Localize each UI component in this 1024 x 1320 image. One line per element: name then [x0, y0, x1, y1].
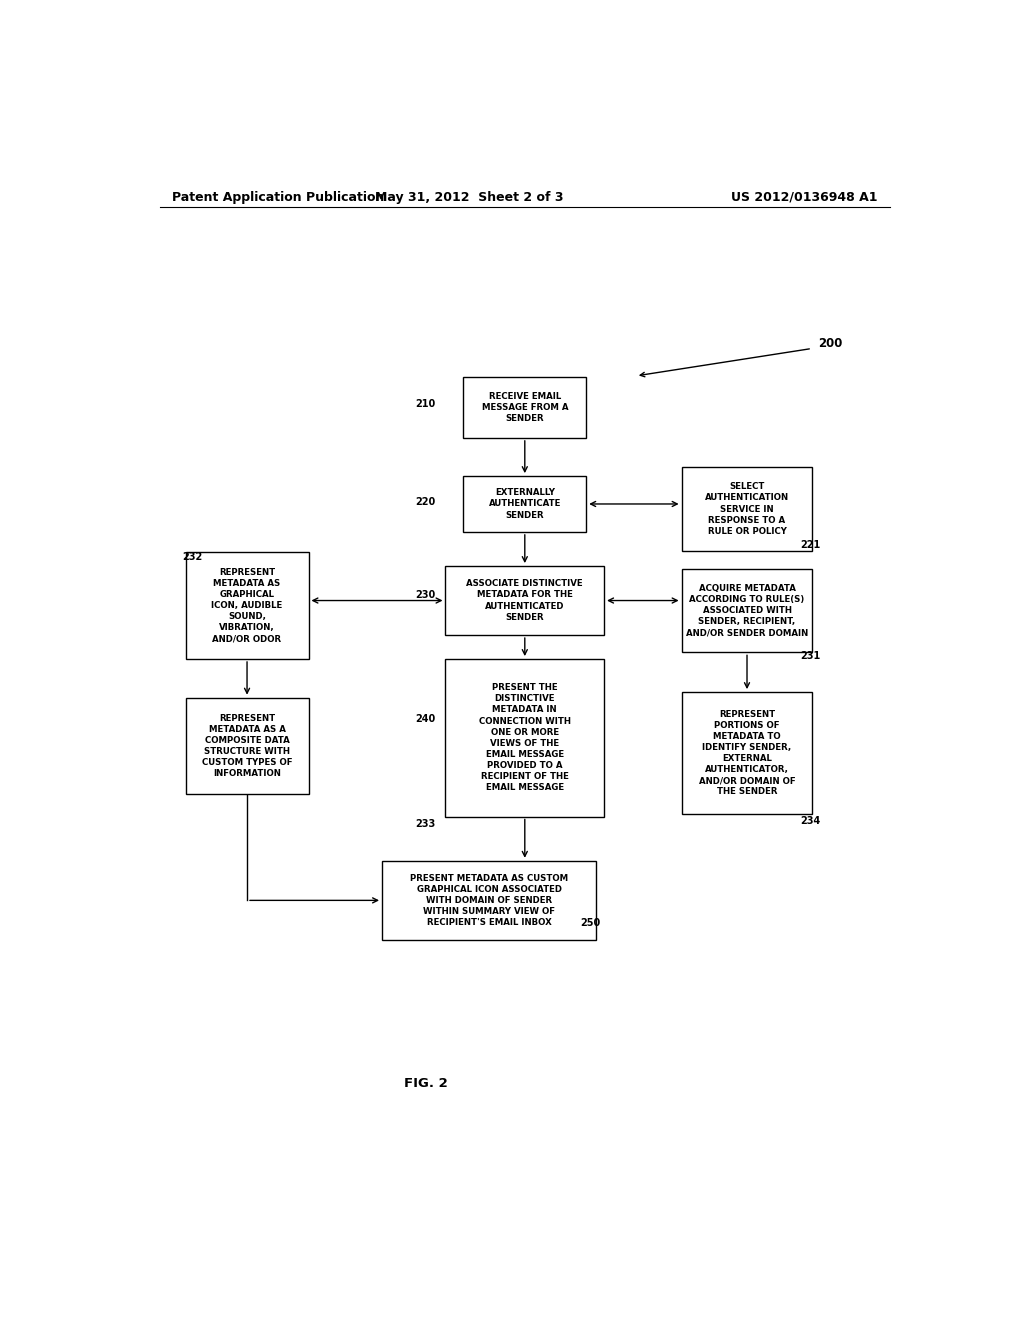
Bar: [382, 861, 596, 940]
Text: 233: 233: [416, 820, 436, 829]
Text: 250: 250: [581, 917, 601, 928]
Text: EXTERNALLY
AUTHENTICATE
SENDER: EXTERNALLY AUTHENTICATE SENDER: [488, 488, 561, 520]
Bar: [185, 552, 308, 659]
Bar: [445, 566, 604, 635]
Text: US 2012/0136948 A1: US 2012/0136948 A1: [731, 190, 878, 203]
Text: 210: 210: [416, 400, 436, 409]
Bar: [682, 692, 812, 814]
Bar: [682, 467, 812, 550]
Text: REPRESENT
METADATA AS A
COMPOSITE DATA
STRUCTURE WITH
CUSTOM TYPES OF
INFORMATIO: REPRESENT METADATA AS A COMPOSITE DATA S…: [202, 714, 292, 777]
Text: PRESENT METADATA AS CUSTOM
GRAPHICAL ICON ASSOCIATED
WITH DOMAIN OF SENDER
WITHI: PRESENT METADATA AS CUSTOM GRAPHICAL ICO…: [410, 874, 568, 927]
Text: ASSOCIATE DISTINCTIVE
METADATA FOR THE
AUTHENTICATED
SENDER: ASSOCIATE DISTINCTIVE METADATA FOR THE A…: [467, 579, 583, 622]
Text: 231: 231: [800, 652, 820, 661]
Text: REPRESENT
PORTIONS OF
METADATA TO
IDENTIFY SENDER,
EXTERNAL
AUTHENTICATOR,
AND/O: REPRESENT PORTIONS OF METADATA TO IDENTI…: [698, 710, 796, 796]
Text: FIG. 2: FIG. 2: [403, 1077, 447, 1090]
Text: SELECT
AUTHENTICATION
SERVICE IN
RESPONSE TO A
RULE OR POLICY: SELECT AUTHENTICATION SERVICE IN RESPONS…: [705, 482, 790, 536]
Text: RECEIVE EMAIL
MESSAGE FROM A
SENDER: RECEIVE EMAIL MESSAGE FROM A SENDER: [481, 392, 568, 422]
Text: May 31, 2012  Sheet 2 of 3: May 31, 2012 Sheet 2 of 3: [375, 190, 563, 203]
Text: 200: 200: [818, 337, 843, 350]
Text: 220: 220: [416, 496, 436, 507]
Text: 234: 234: [800, 816, 820, 826]
Text: 232: 232: [182, 552, 202, 562]
Text: REPRESENT
METADATA AS
GRAPHICAL
ICON, AUDIBLE
SOUND,
VIBRATION,
AND/OR ODOR: REPRESENT METADATA AS GRAPHICAL ICON, AU…: [211, 568, 283, 643]
Bar: [445, 659, 604, 817]
Text: 230: 230: [416, 590, 436, 601]
Text: PRESENT THE
DISTINCTIVE
METADATA IN
CONNECTION WITH
ONE OR MORE
VIEWS OF THE
EMA: PRESENT THE DISTINCTIVE METADATA IN CONN…: [479, 684, 570, 792]
Text: ACQUIRE METADATA
ACCORDING TO RULE(S)
ASSOCIATED WITH
SENDER, RECIPIENT,
AND/OR : ACQUIRE METADATA ACCORDING TO RULE(S) AS…: [686, 583, 808, 638]
Bar: [682, 569, 812, 652]
Text: 240: 240: [416, 714, 436, 725]
Text: 221: 221: [800, 540, 820, 549]
Text: Patent Application Publication: Patent Application Publication: [172, 190, 384, 203]
Bar: [463, 477, 587, 532]
Bar: [185, 697, 308, 795]
Bar: [463, 378, 587, 438]
